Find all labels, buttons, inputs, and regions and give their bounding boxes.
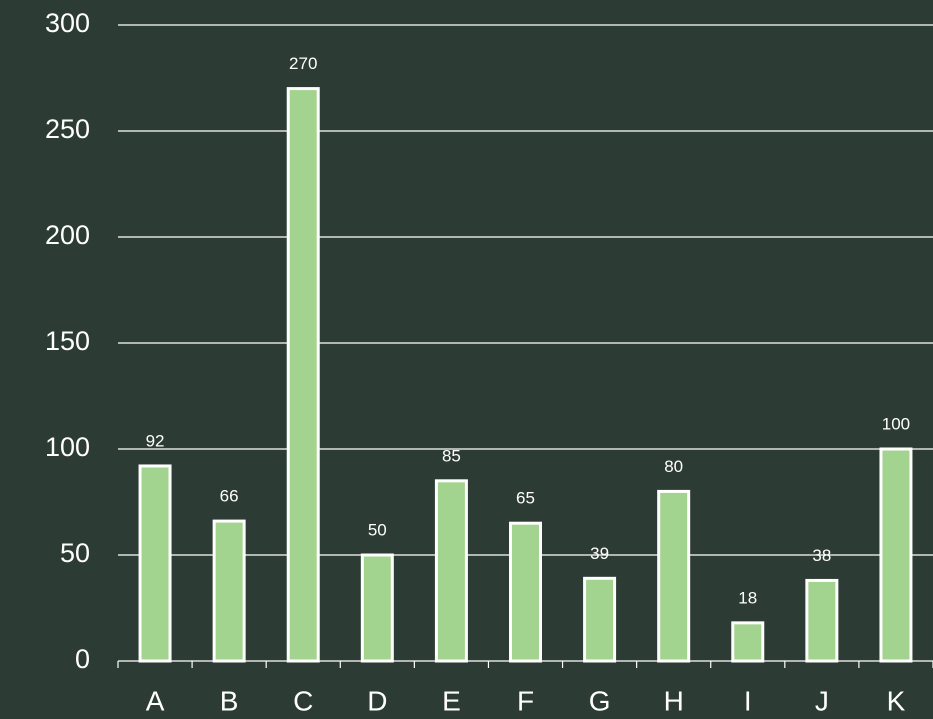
x-tick-label: E xyxy=(442,685,461,716)
value-label: 39 xyxy=(590,544,609,563)
y-tick-label: 250 xyxy=(45,114,90,144)
bar xyxy=(138,464,172,663)
y-tick-label: 50 xyxy=(60,538,90,568)
y-tick-label: 100 xyxy=(45,432,90,462)
value-label: 100 xyxy=(882,414,910,433)
x-tick-label: K xyxy=(887,685,906,716)
value-label: 270 xyxy=(289,54,317,73)
bar xyxy=(509,521,542,663)
value-label: 50 xyxy=(368,520,387,539)
bar xyxy=(360,553,394,663)
x-tick-label: A xyxy=(146,685,165,716)
value-label: 85 xyxy=(442,446,461,465)
x-tick-label: D xyxy=(367,685,387,716)
bar xyxy=(879,447,913,663)
x-tick-label: I xyxy=(744,685,752,716)
x-tick-label: B xyxy=(220,685,239,716)
bar xyxy=(212,519,246,663)
x-tick-label: F xyxy=(517,685,534,716)
bar xyxy=(731,621,765,663)
x-tick-label: C xyxy=(293,685,313,716)
x-tick-label: J xyxy=(815,685,829,716)
bar xyxy=(434,479,468,663)
bar xyxy=(286,87,320,663)
value-label: 18 xyxy=(738,588,757,607)
y-tick-label: 300 xyxy=(45,8,90,38)
value-label: 66 xyxy=(220,487,239,506)
y-tick-label: 0 xyxy=(75,644,90,674)
x-tick-label: G xyxy=(589,685,611,716)
y-tick-label: 150 xyxy=(45,326,90,356)
bar xyxy=(805,578,839,663)
value-label: 80 xyxy=(664,457,683,476)
value-label: 92 xyxy=(146,431,165,450)
value-label: 38 xyxy=(812,546,831,565)
y-tick-label: 200 xyxy=(45,220,90,250)
bar xyxy=(657,489,691,663)
value-label: 65 xyxy=(516,489,535,508)
bar xyxy=(583,576,617,663)
x-tick-label: H xyxy=(664,685,684,716)
